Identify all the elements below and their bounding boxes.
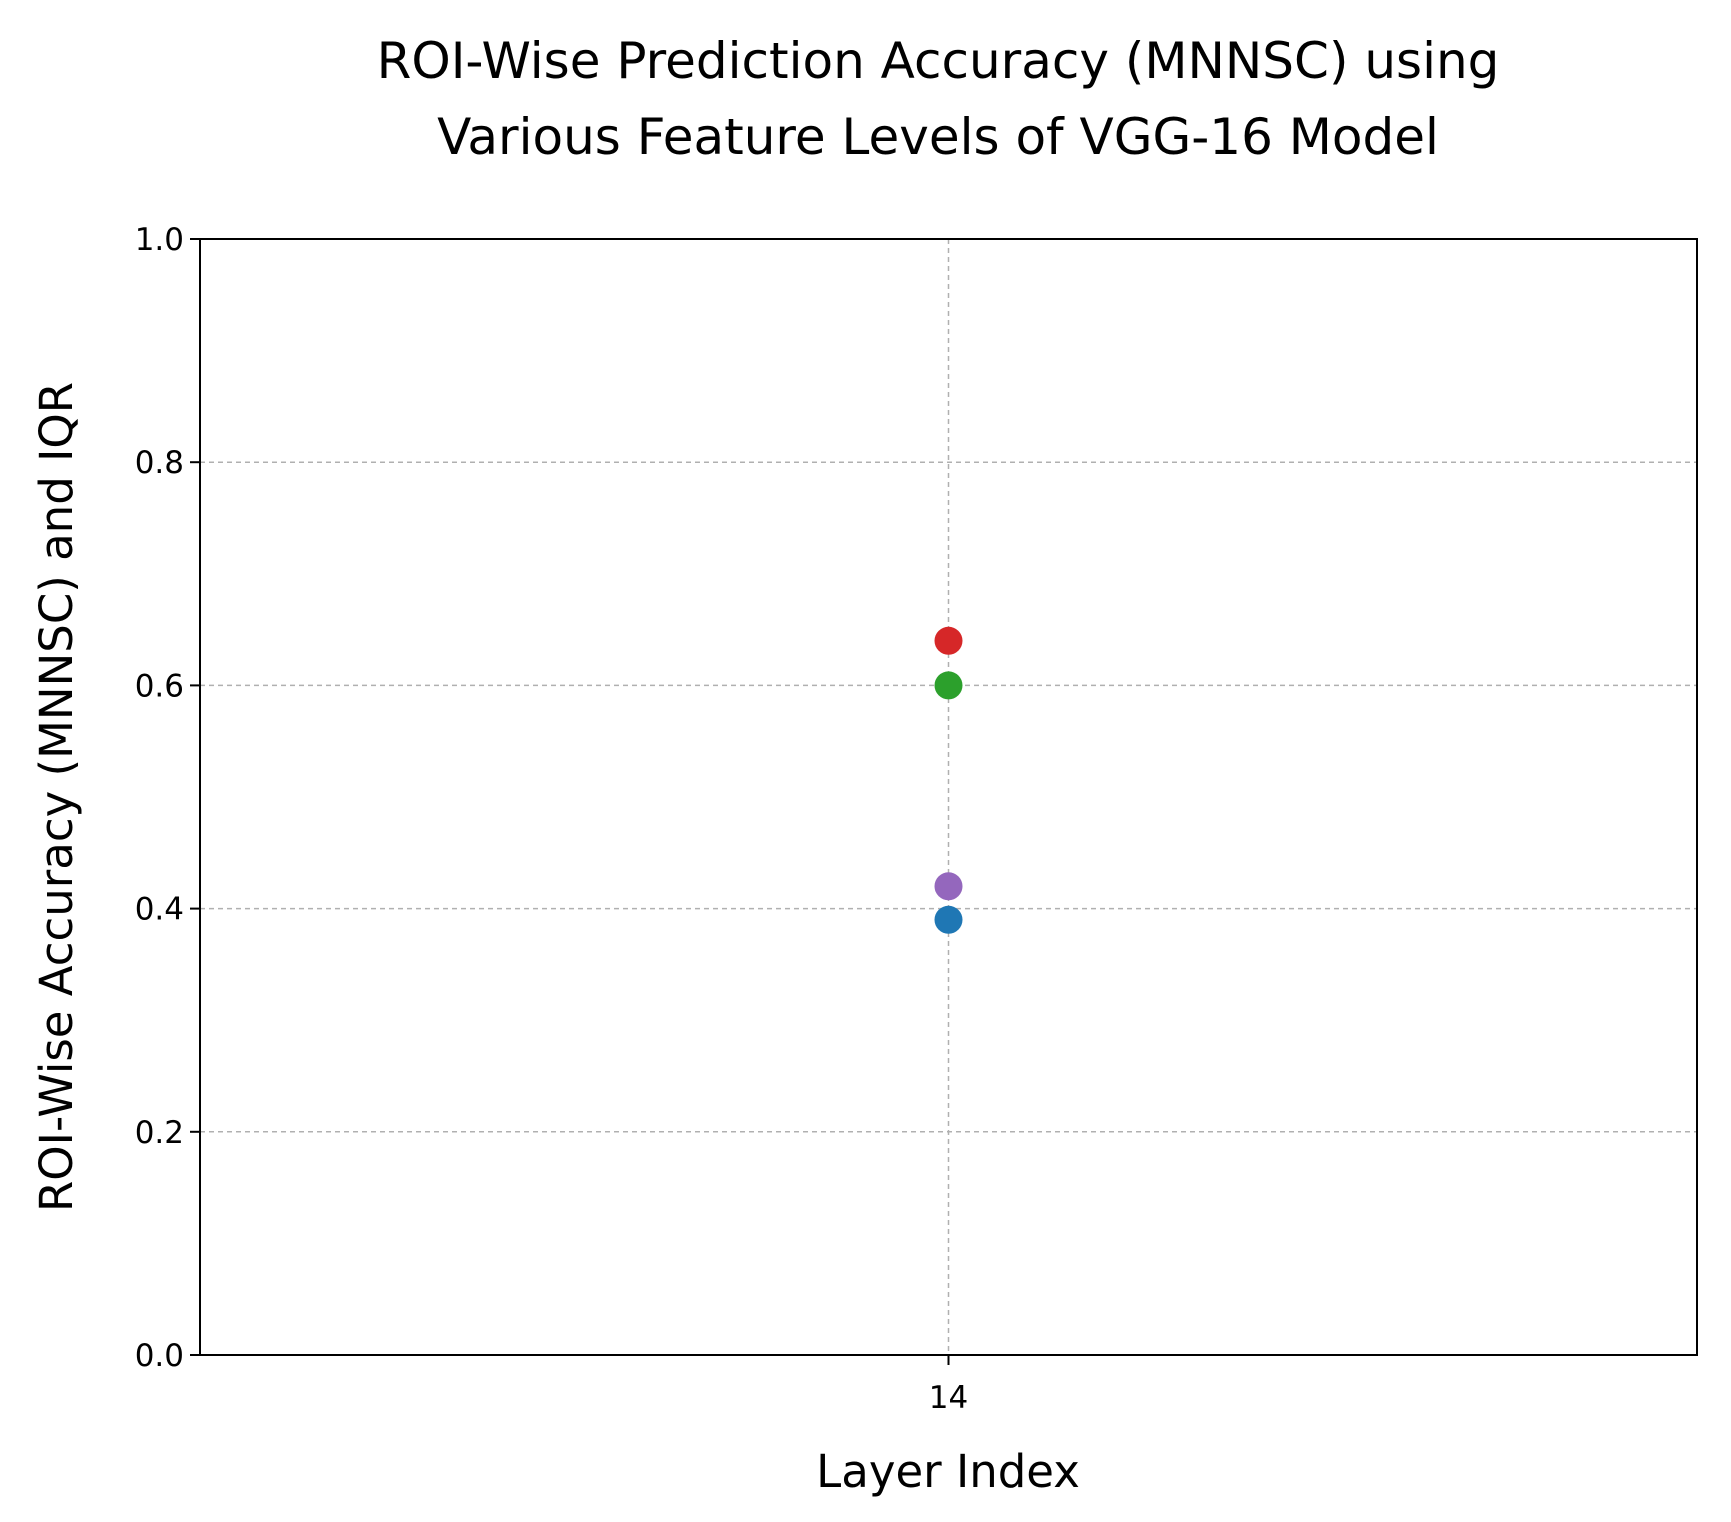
data-point bbox=[934, 671, 963, 700]
chart-title: ROI-Wise Prediction Accuracy (MNNSC) usi… bbox=[377, 32, 1500, 166]
data-point bbox=[934, 626, 963, 655]
y-tick-label: 0.0 bbox=[135, 1338, 184, 1374]
chart-title-line: ROI-Wise Prediction Accuracy (MNNSC) usi… bbox=[377, 32, 1500, 90]
x-tick-label: 14 bbox=[929, 1380, 968, 1416]
data-points bbox=[934, 626, 963, 934]
y-tick-label: 0.2 bbox=[135, 1115, 184, 1151]
y-tick-label: 0.4 bbox=[135, 892, 184, 928]
axis-ticks: 0.0 0.2 0.4 0.6 0.8 1.0 14 bbox=[135, 222, 969, 1416]
chart-title-line: Various Feature Levels of VGG-16 Model bbox=[437, 108, 1439, 166]
data-point bbox=[934, 872, 963, 901]
y-tick-label: 1.0 bbox=[135, 222, 184, 258]
grid-lines bbox=[200, 239, 1697, 1355]
y-tick-label: 0.6 bbox=[135, 668, 184, 704]
y-axis-label: ROI-Wise Accuracy (MNNSC) and IQR bbox=[30, 382, 83, 1212]
x-axis-label: Layer Index bbox=[816, 1445, 1080, 1498]
y-tick-label: 0.8 bbox=[135, 445, 184, 481]
data-point bbox=[934, 905, 963, 934]
